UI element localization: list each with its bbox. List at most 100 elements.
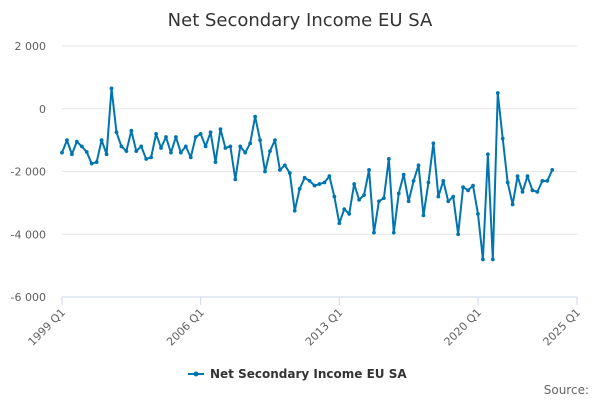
data-point[interactable]	[466, 188, 470, 193]
data-point[interactable]	[525, 174, 530, 179]
data-point[interactable]	[94, 160, 99, 164]
data-point[interactable]	[287, 171, 292, 175]
data-point[interactable]	[545, 179, 550, 183]
data-point[interactable]	[386, 157, 391, 161]
data-point[interactable]	[258, 138, 262, 143]
legend[interactable]: Net Secondary Income EU SA	[188, 367, 407, 381]
data-point[interactable]	[377, 199, 381, 204]
data-point[interactable]	[322, 180, 327, 185]
data-point[interactable]	[193, 135, 198, 139]
data-point[interactable]	[188, 155, 193, 160]
data-point[interactable]	[89, 161, 94, 166]
data-point[interactable]	[540, 179, 545, 183]
data-point[interactable]	[416, 163, 421, 168]
data-point[interactable]	[134, 149, 139, 154]
data-point[interactable]	[218, 127, 223, 132]
data-point[interactable]	[233, 177, 238, 182]
data-point[interactable]	[302, 175, 307, 180]
data-point[interactable]	[253, 114, 258, 119]
data-point[interactable]	[149, 155, 154, 160]
data-point[interactable]	[461, 185, 466, 190]
credits[interactable]: Source:	[544, 383, 589, 397]
data-point[interactable]	[431, 141, 436, 146]
data-point[interactable]	[282, 163, 287, 168]
data-point[interactable]	[238, 144, 243, 149]
data-point[interactable]	[500, 136, 505, 141]
data-point[interactable]	[550, 168, 555, 172]
data-point[interactable]	[268, 149, 272, 154]
data-point[interactable]	[248, 141, 253, 146]
data-point[interactable]	[362, 193, 366, 197]
data-point[interactable]	[114, 130, 119, 135]
data-point[interactable]	[530, 188, 535, 193]
data-point[interactable]	[124, 149, 129, 154]
legend-label[interactable]: Net Secondary Income EU SA	[210, 367, 407, 381]
data-point[interactable]	[297, 186, 302, 191]
data-point[interactable]	[426, 180, 431, 185]
data-point[interactable]	[391, 230, 396, 235]
data-point[interactable]	[312, 183, 317, 188]
data-point[interactable]	[337, 221, 342, 226]
data-point[interactable]	[446, 199, 451, 204]
data-point[interactable]	[411, 179, 416, 183]
data-point[interactable]	[481, 257, 485, 262]
data-point[interactable]	[228, 144, 233, 149]
data-point[interactable]	[441, 179, 446, 183]
data-point[interactable]	[74, 139, 79, 144]
data-point[interactable]	[342, 207, 347, 212]
data-point[interactable]	[223, 146, 228, 150]
data-point[interactable]	[139, 144, 144, 149]
data-point[interactable]	[277, 168, 282, 172]
data-point[interactable]	[263, 169, 267, 174]
data-point[interactable]	[485, 152, 490, 157]
data-point[interactable]	[104, 152, 109, 157]
data-point[interactable]	[99, 138, 104, 143]
data-point[interactable]	[169, 150, 173, 155]
data-point[interactable]	[292, 208, 297, 213]
data-point[interactable]	[520, 189, 525, 194]
data-point[interactable]	[307, 179, 312, 183]
data-point[interactable]	[84, 150, 89, 154]
data-point[interactable]	[515, 174, 520, 179]
data-point[interactable]	[490, 257, 495, 262]
data-point[interactable]	[164, 135, 168, 139]
data-point[interactable]	[332, 194, 337, 199]
data-point[interactable]	[79, 144, 84, 149]
data-point[interactable]	[243, 150, 248, 155]
data-point[interactable]	[347, 211, 352, 216]
data-point[interactable]	[476, 211, 480, 216]
data-point[interactable]	[159, 146, 163, 150]
data-point[interactable]	[173, 135, 178, 139]
data-point[interactable]	[178, 150, 183, 155]
data-point[interactable]	[535, 189, 540, 194]
data-point[interactable]	[372, 230, 376, 235]
data-point[interactable]	[60, 150, 64, 155]
data-point[interactable]	[213, 160, 218, 164]
data-point[interactable]	[367, 168, 371, 172]
data-point[interactable]	[421, 213, 426, 218]
data-point[interactable]	[208, 130, 213, 135]
data-point[interactable]	[396, 191, 401, 196]
data-point[interactable]	[317, 182, 322, 186]
data-point[interactable]	[352, 182, 357, 186]
data-point[interactable]	[70, 152, 74, 157]
data-point[interactable]	[505, 180, 510, 185]
data-point[interactable]	[154, 131, 158, 136]
data-point[interactable]	[327, 174, 332, 179]
data-point[interactable]	[144, 157, 149, 161]
data-point[interactable]	[109, 86, 114, 91]
data-point[interactable]	[129, 128, 134, 133]
data-point[interactable]	[357, 197, 362, 202]
data-point[interactable]	[381, 196, 386, 201]
data-point[interactable]	[451, 194, 456, 199]
data-point[interactable]	[510, 202, 515, 207]
data-point[interactable]	[119, 144, 124, 149]
data-point[interactable]	[401, 172, 406, 177]
data-point[interactable]	[471, 183, 475, 188]
data-point[interactable]	[495, 91, 500, 95]
data-point[interactable]	[183, 144, 188, 149]
data-point[interactable]	[406, 199, 411, 204]
data-point[interactable]	[65, 138, 69, 143]
data-point[interactable]	[198, 131, 203, 136]
data-point[interactable]	[436, 194, 441, 199]
